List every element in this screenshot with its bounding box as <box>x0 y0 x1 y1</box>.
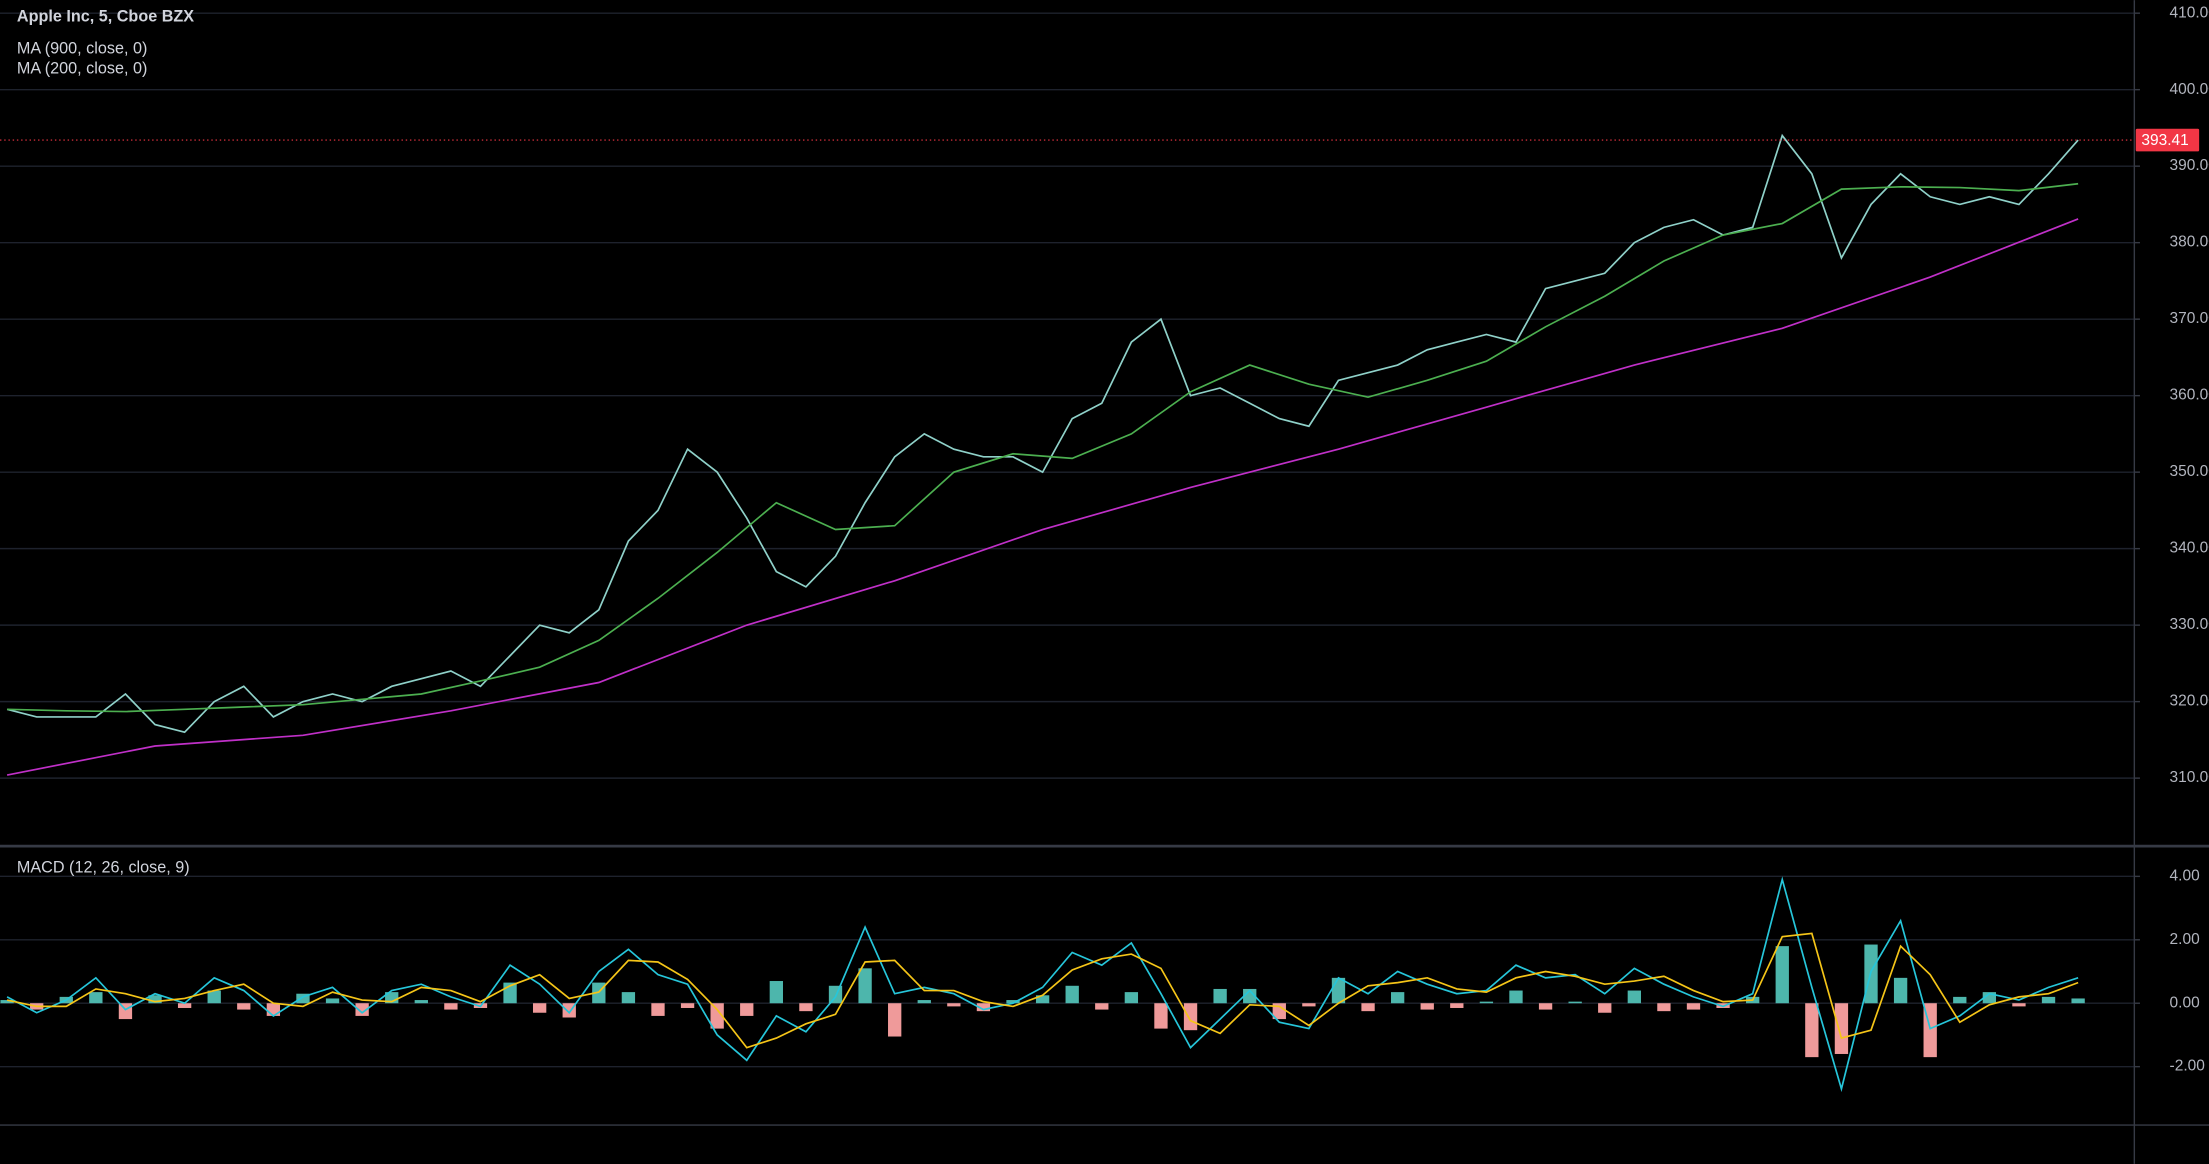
y-tick-label: 310.00 <box>2170 769 2209 786</box>
histogram-bar <box>1420 1003 1434 1010</box>
histogram-bar <box>1775 946 1789 1004</box>
histogram-bar <box>621 992 636 1004</box>
histogram-bar <box>1805 1003 1819 1058</box>
macd-title: MACD (12, 26, close, 9) <box>17 858 190 876</box>
series-line <box>6 876 2079 1093</box>
histogram-bar <box>207 990 221 1004</box>
histogram-bar <box>1953 996 1967 1004</box>
y-tick-label: 390.00 <box>2170 157 2209 174</box>
histogram-bar <box>266 1003 281 1016</box>
histogram-bar <box>0 1000 14 1004</box>
last-price-label: 393.41 <box>2141 132 2188 149</box>
histogram-bar <box>444 1003 458 1010</box>
histogram-bar <box>799 1003 813 1012</box>
histogram-bar <box>1834 1003 1849 1054</box>
histogram-bar <box>2071 998 2085 1004</box>
histogram-bar <box>148 995 162 1004</box>
y-tick-label: 380.00 <box>2170 234 2209 251</box>
histogram-bar <box>1331 977 1346 1004</box>
histogram-bar <box>740 1003 754 1016</box>
histogram-bar <box>1361 1003 1375 1012</box>
histogram-bar <box>414 1000 428 1004</box>
histogram-bar <box>976 1003 991 1012</box>
y-tick-label: 370.00 <box>2170 310 2209 327</box>
histogram-bar <box>1272 1003 1286 1020</box>
series-line <box>7 182 2079 713</box>
histogram-bar <box>1598 1003 1612 1013</box>
y-tick-label: 340.00 <box>2170 540 2209 557</box>
histogram-bar <box>1035 995 1050 1004</box>
histogram-bar <box>89 992 103 1004</box>
last-price-box <box>2135 128 2200 152</box>
histogram-bar <box>947 1003 961 1007</box>
histogram-bar <box>1538 1003 1553 1010</box>
histogram-bar <box>296 993 310 1004</box>
histogram-bar <box>1627 990 1641 1004</box>
y-tick-label: 400.00 <box>2170 81 2209 98</box>
y-tick-label: 0.00 <box>2170 994 2200 1011</box>
histogram-bar <box>1302 1003 1316 1007</box>
histogram-bar <box>2012 1003 2026 1007</box>
histogram-bar <box>1183 1003 1198 1031</box>
series-line <box>6 932 2079 1049</box>
y-tick-label: 2.00 <box>2170 931 2200 948</box>
histogram-bar <box>237 1003 251 1010</box>
histogram-bar <box>325 998 340 1004</box>
histogram-bar <box>1065 985 1079 1004</box>
histogram-bar <box>651 1003 665 1016</box>
histogram-bar <box>1479 1001 1494 1004</box>
histogram-bar <box>1568 1001 1582 1004</box>
histogram-bar <box>1686 1003 1701 1010</box>
histogram-bar <box>1893 977 1908 1004</box>
histogram-bar <box>917 1000 931 1004</box>
series-line <box>6 218 2079 776</box>
histogram-bar <box>1982 992 1997 1004</box>
y-tick-label: 320.00 <box>2170 693 2209 710</box>
histogram-bar <box>1509 990 1523 1004</box>
histogram-bar <box>680 1003 695 1008</box>
ma-legend: MA (200, close, 0) <box>17 59 147 77</box>
histogram-bar <box>177 1003 192 1008</box>
y-tick-label: 350.00 <box>2170 463 2209 480</box>
histogram-bar <box>769 981 783 1004</box>
histogram-bar <box>1657 1003 1671 1012</box>
ma-legend: MA (900, close, 0) <box>17 40 147 58</box>
histogram-bar <box>1450 1003 1464 1008</box>
histogram-bar <box>355 1003 369 1016</box>
histogram-bar <box>385 992 399 1004</box>
histogram-bar <box>888 1003 902 1037</box>
y-tick-label: 360.00 <box>2170 387 2209 404</box>
histogram-bar <box>1243 988 1257 1004</box>
histogram-bar <box>858 968 872 1004</box>
histogram-bar <box>710 1003 724 1029</box>
histogram-bar <box>1124 992 1139 1004</box>
histogram-bar <box>1006 1000 1020 1004</box>
y-tick-label: 330.00 <box>2170 616 2209 633</box>
y-tick-label: -2.00 <box>2170 1058 2205 1075</box>
histogram-bar <box>1095 1003 1109 1010</box>
y-tick-label: 410.00 <box>2170 4 2209 21</box>
histogram-bar <box>2041 996 2056 1004</box>
histogram-bar <box>1213 988 1227 1004</box>
histogram-bar <box>1154 1003 1168 1029</box>
histogram-bar <box>532 1003 547 1013</box>
histogram-bar <box>828 985 843 1004</box>
symbol-title: Apple Inc, 5, Cboe BZX <box>17 7 194 25</box>
histogram-bar <box>1390 992 1405 1004</box>
y-tick-label: 4.00 <box>2170 867 2200 884</box>
